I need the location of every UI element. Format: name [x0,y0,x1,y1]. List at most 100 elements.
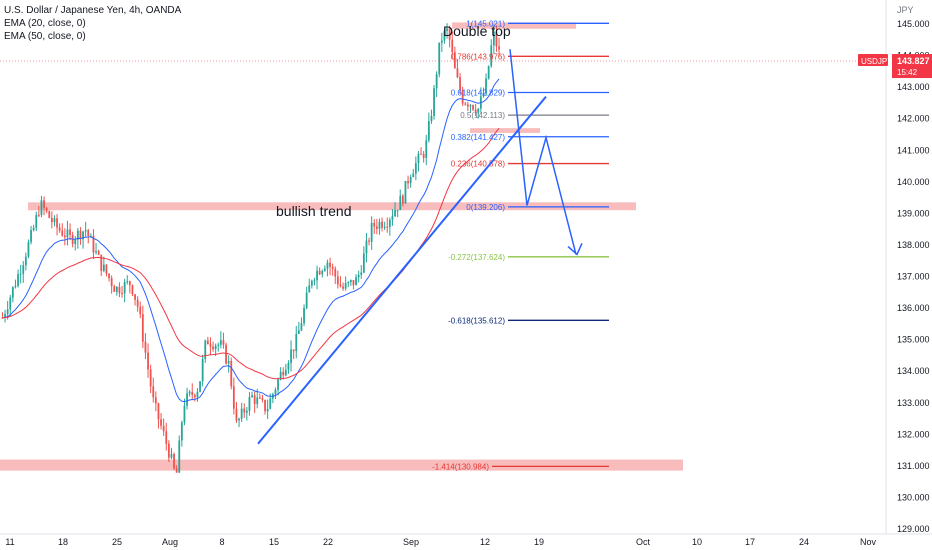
candle [4,314,6,318]
candle [162,425,165,432]
x-tick-label: 10 [692,537,702,547]
candle [443,30,446,41]
fib-label: 0.5(142.113) [460,111,505,120]
bullish-trend-annotation: bullish trend [276,203,352,219]
x-tick-label: 8 [219,537,224,547]
candle [357,274,360,278]
fib-label: 0(139.206) [466,203,505,212]
y-tick-label: 139.000 [897,208,930,218]
candle [9,297,12,310]
candle [222,340,225,345]
y-tick-label: 137.000 [897,272,930,282]
candle [355,277,357,286]
trendline[interactable] [257,95,547,445]
candle [100,254,103,271]
candle [256,397,259,405]
countdown-label: 15:42 [897,68,918,77]
double-top-annotation: Double top [443,23,511,39]
y-tick-label: 142.000 [897,114,930,124]
candle [212,346,214,350]
candle [362,253,365,273]
candle [417,153,420,164]
y-tick-label: 145.000 [897,19,930,29]
candle [40,200,43,215]
x-tick-label: Aug [162,537,178,547]
candle [370,222,373,242]
candle [56,218,58,228]
candle [368,240,370,242]
candle [388,219,391,227]
y-tick-label: 132.000 [897,429,930,439]
candle [79,230,82,240]
ema20-line [2,78,500,403]
projection-path[interactable] [509,49,577,255]
candle [87,230,90,236]
y-tick-label: 134.000 [897,366,930,376]
candle [84,230,87,232]
candle [425,140,428,158]
candle [17,274,19,286]
candle [253,395,256,405]
candle [375,226,378,229]
candle [282,371,285,376]
fib-label: 0.382(141.427) [451,133,506,142]
candle [188,391,191,394]
candle [204,340,207,360]
candle [326,262,329,269]
y-tick-label: 129.000 [897,524,930,534]
candle [19,273,22,275]
resistance-139-zone [28,202,636,211]
candle [63,235,66,238]
candle [110,278,113,287]
candle [404,180,407,204]
candle [399,195,402,211]
x-tick-label: 17 [745,537,755,547]
candle [66,229,69,238]
candle [477,108,480,113]
candle [157,403,160,420]
candle [261,398,264,400]
candle [492,31,495,46]
candle [235,408,238,421]
candle [373,222,376,227]
candle [321,270,324,275]
candle [97,251,100,255]
candle [459,77,461,91]
candle [277,379,279,390]
candle [498,46,500,50]
candle [186,393,188,406]
candle [14,285,17,288]
candle [193,394,196,397]
ema20-legend[interactable]: EMA (20, close, 0) [4,18,86,29]
candle [196,391,199,397]
candle [238,418,240,421]
fib-label: 0.236(140.578) [451,160,506,169]
y-axis-unit: JPY [897,5,914,15]
candle [139,306,142,315]
candle [378,221,381,229]
candle [82,231,84,240]
candle [323,268,326,271]
candle [495,31,498,47]
candle [154,397,157,404]
x-tick-label: Oct [636,537,651,547]
candle [386,226,389,228]
candle [300,323,303,331]
candle [290,349,292,364]
candle [227,360,230,364]
candle [438,42,441,75]
candle [43,200,45,209]
candle [347,282,350,284]
candle [102,264,105,271]
candle [76,230,79,240]
candle [464,103,467,105]
candle [11,287,14,298]
candle [446,28,448,31]
candle [209,344,212,347]
x-tick-label: 25 [112,537,122,547]
candle [472,105,474,110]
ema50-legend[interactable]: EMA (50, close, 0) [4,31,86,42]
candle [297,330,300,334]
candle [451,39,454,53]
